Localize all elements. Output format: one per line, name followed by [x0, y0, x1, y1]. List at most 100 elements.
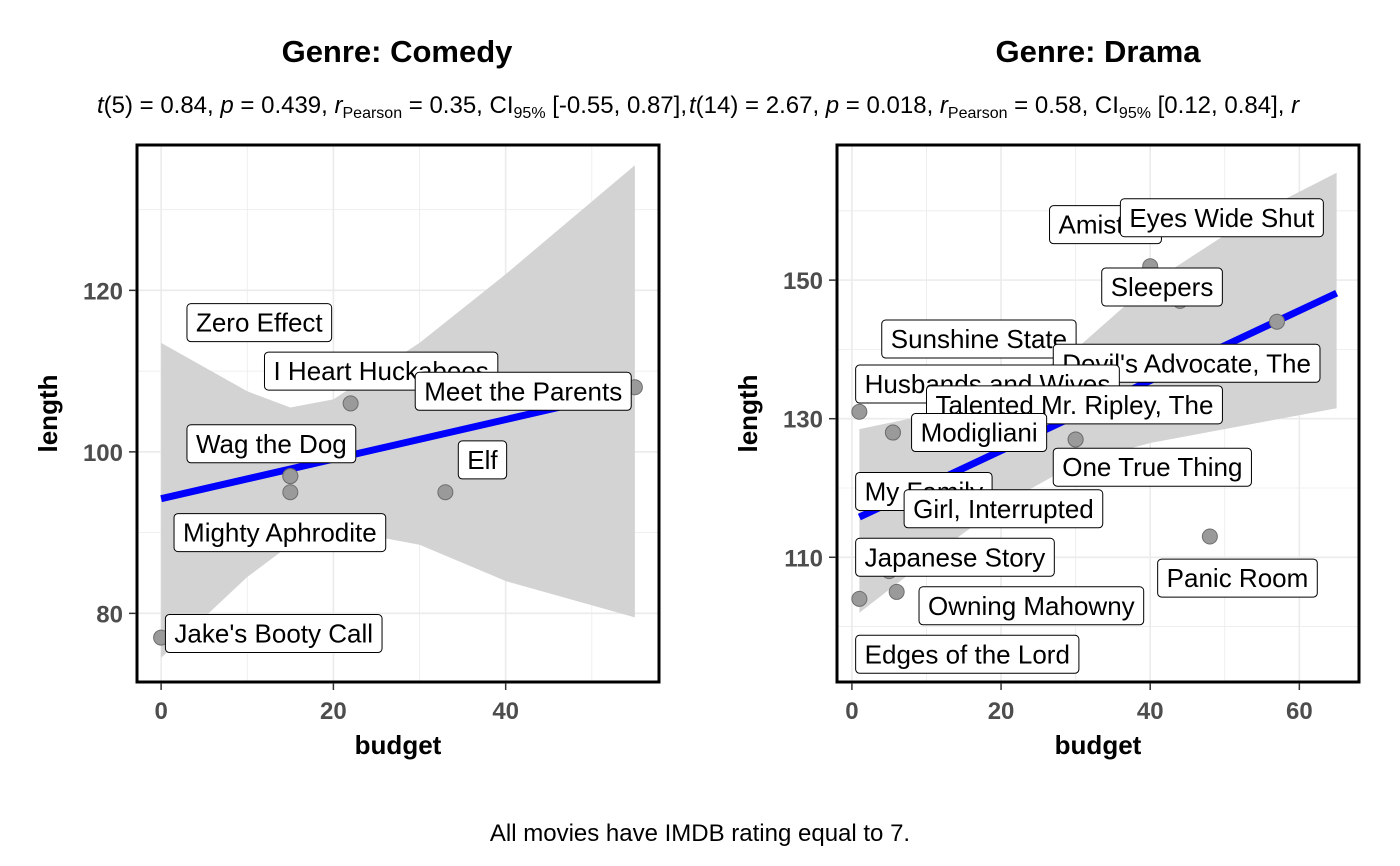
drama-ci-low: 0.12: [1164, 92, 1212, 119]
comedy-label: Zero Effect: [186, 303, 333, 343]
drama-point: [888, 583, 905, 600]
drama-panel-title: Genre: Drama: [995, 34, 1201, 69]
drama-x-axis-title: budget: [1055, 730, 1142, 760]
comedy-point: [342, 395, 359, 412]
comedy-point: [437, 484, 454, 501]
comedy-label: Elf: [457, 440, 508, 480]
comedy-ci-low: -0.55: [558, 92, 614, 119]
comedy-y-tick-label: 80: [96, 601, 123, 628]
drama-x-tick-label: 60: [1286, 698, 1313, 725]
comedy-ci-high: 0.87: [626, 92, 674, 119]
drama-label: Edges of the Lord: [855, 634, 1080, 674]
comedy-label-box: [164, 614, 383, 654]
drama-label: Eyes Wide Shut: [1119, 198, 1324, 238]
drama-label: Japanese Story: [855, 537, 1055, 577]
comedy-label: Wag the Dog: [186, 424, 357, 464]
drama-label-box: [855, 537, 1055, 577]
drama-panel-border: [835, 143, 1361, 684]
comedy-label-text: Jake's Booty Call: [174, 619, 373, 649]
drama-label-box: [918, 586, 1145, 626]
comedy-x-tick-label: 20: [320, 698, 347, 725]
comedy-label-text: Wag the Dog: [196, 429, 347, 459]
comedy-label-box: [457, 440, 508, 480]
drama-r-value: 0.58: [1034, 92, 1082, 119]
comedy-label-text: Zero Effect: [196, 308, 323, 338]
comedy-x-tick-label: 40: [492, 698, 519, 725]
comedy-confidence-band: [161, 165, 635, 658]
drama-y-tick-label: 130: [783, 407, 823, 434]
drama-point: [1268, 313, 1285, 330]
comedy-x-axis-title: budget: [355, 730, 442, 760]
drama-ci-high: 0.84: [1224, 92, 1272, 119]
subtitle-strip: t(5) = 0.84, p = 0.439, rPearson = 0.35,…: [0, 92, 1400, 126]
comedy-label-box: [186, 303, 333, 343]
drama-label-box: [1052, 343, 1321, 383]
drama-label-text: Sunshine State: [891, 324, 1067, 354]
drama-label-text: One True Thing: [1062, 452, 1242, 482]
drama-label: One True Thing: [1052, 447, 1252, 487]
comedy-t-value: 0.84: [160, 92, 208, 119]
drama-x-tick-label: 40: [1137, 698, 1164, 725]
drama-label: Owning Mahowny: [918, 586, 1145, 626]
drama-t-df: 14: [703, 92, 731, 119]
comedy-label: Meet the Parents: [414, 371, 632, 411]
drama-y-tick-label: 150: [783, 268, 823, 295]
figure-caption: All movies have IMDB rating equal to 7.: [489, 820, 911, 847]
comedy-label: Jake's Booty Call: [164, 614, 383, 654]
drama-y-tick-label: 110: [784, 545, 823, 572]
drama-label: Modigliani: [911, 413, 1048, 453]
comedy-y-tick-label: 120: [83, 278, 123, 305]
drama-label-text: Owning Mahowny: [928, 591, 1135, 621]
drama-label-text: Sleepers: [1111, 272, 1214, 302]
drama-label-text: Girl, Interrupted: [913, 494, 1094, 524]
comedy-label: Mighty Aphrodite: [173, 513, 387, 553]
drama-y-axis-title: length: [733, 375, 763, 453]
drama-label: Panic Room: [1157, 558, 1318, 598]
comedy-label-text: Mighty Aphrodite: [183, 518, 377, 548]
comedy-subtitle: t(5) = 0.84, p = 0.439, rPearson = 0.35,…: [97, 92, 687, 123]
comedy-t-df: 5: [111, 92, 125, 119]
drama-p-value: 0.018: [866, 92, 927, 119]
drama-point: [884, 424, 901, 441]
drama-x-tick-label: 0: [845, 698, 858, 725]
drama-point: [1067, 431, 1084, 448]
drama-point: [1201, 528, 1218, 545]
drama-subtitle: t(14) = 2.67, p = 0.018, rPearson = 0.58…: [689, 92, 1299, 123]
drama-label-text: Japanese Story: [865, 542, 1046, 572]
comedy-p-value: 0.439: [261, 92, 322, 119]
drama-t-value: 2.67: [765, 92, 813, 119]
drama-label-text: Eyes Wide Shut: [1129, 203, 1315, 233]
drama-label-box: [855, 634, 1080, 674]
comedy-y-axis-title: length: [33, 375, 63, 453]
drama-label-box: [1101, 267, 1223, 307]
drama-x-tick-label: 20: [988, 698, 1015, 725]
comedy-label-text: Elf: [467, 445, 498, 475]
comedy-point: [282, 484, 299, 501]
drama-label-box: [911, 413, 1048, 453]
drama-label-text: Edges of the Lord: [865, 639, 1070, 669]
drama-label-box: [1052, 447, 1252, 487]
drama-label-box: [1119, 198, 1324, 238]
comedy-r-value: 0.35: [429, 92, 477, 119]
comedy-panel-title: Genre: Comedy: [281, 34, 513, 69]
drama-label: Sunshine State: [881, 319, 1077, 359]
drama-label-box: [1157, 558, 1318, 598]
drama-label-text: Modigliani: [921, 418, 1038, 448]
drama-point: [851, 590, 868, 607]
comedy-x-tick-label: 0: [154, 698, 167, 725]
drama-label: Sleepers: [1101, 267, 1223, 307]
comedy-label-box: [173, 513, 387, 553]
comedy-point: [282, 468, 299, 485]
drama-label: Girl, Interrupted: [903, 489, 1104, 529]
drama-label-box: [881, 319, 1077, 359]
comedy-y-tick-label: 100: [83, 440, 123, 467]
drama-label-text: Panic Room: [1167, 563, 1309, 593]
comedy-label-box: [186, 424, 357, 464]
drama-point: [851, 403, 868, 420]
comedy-label-text: Meet the Parents: [424, 376, 622, 406]
comedy-panel-border: [135, 143, 661, 684]
comedy-label-box: [414, 371, 632, 411]
